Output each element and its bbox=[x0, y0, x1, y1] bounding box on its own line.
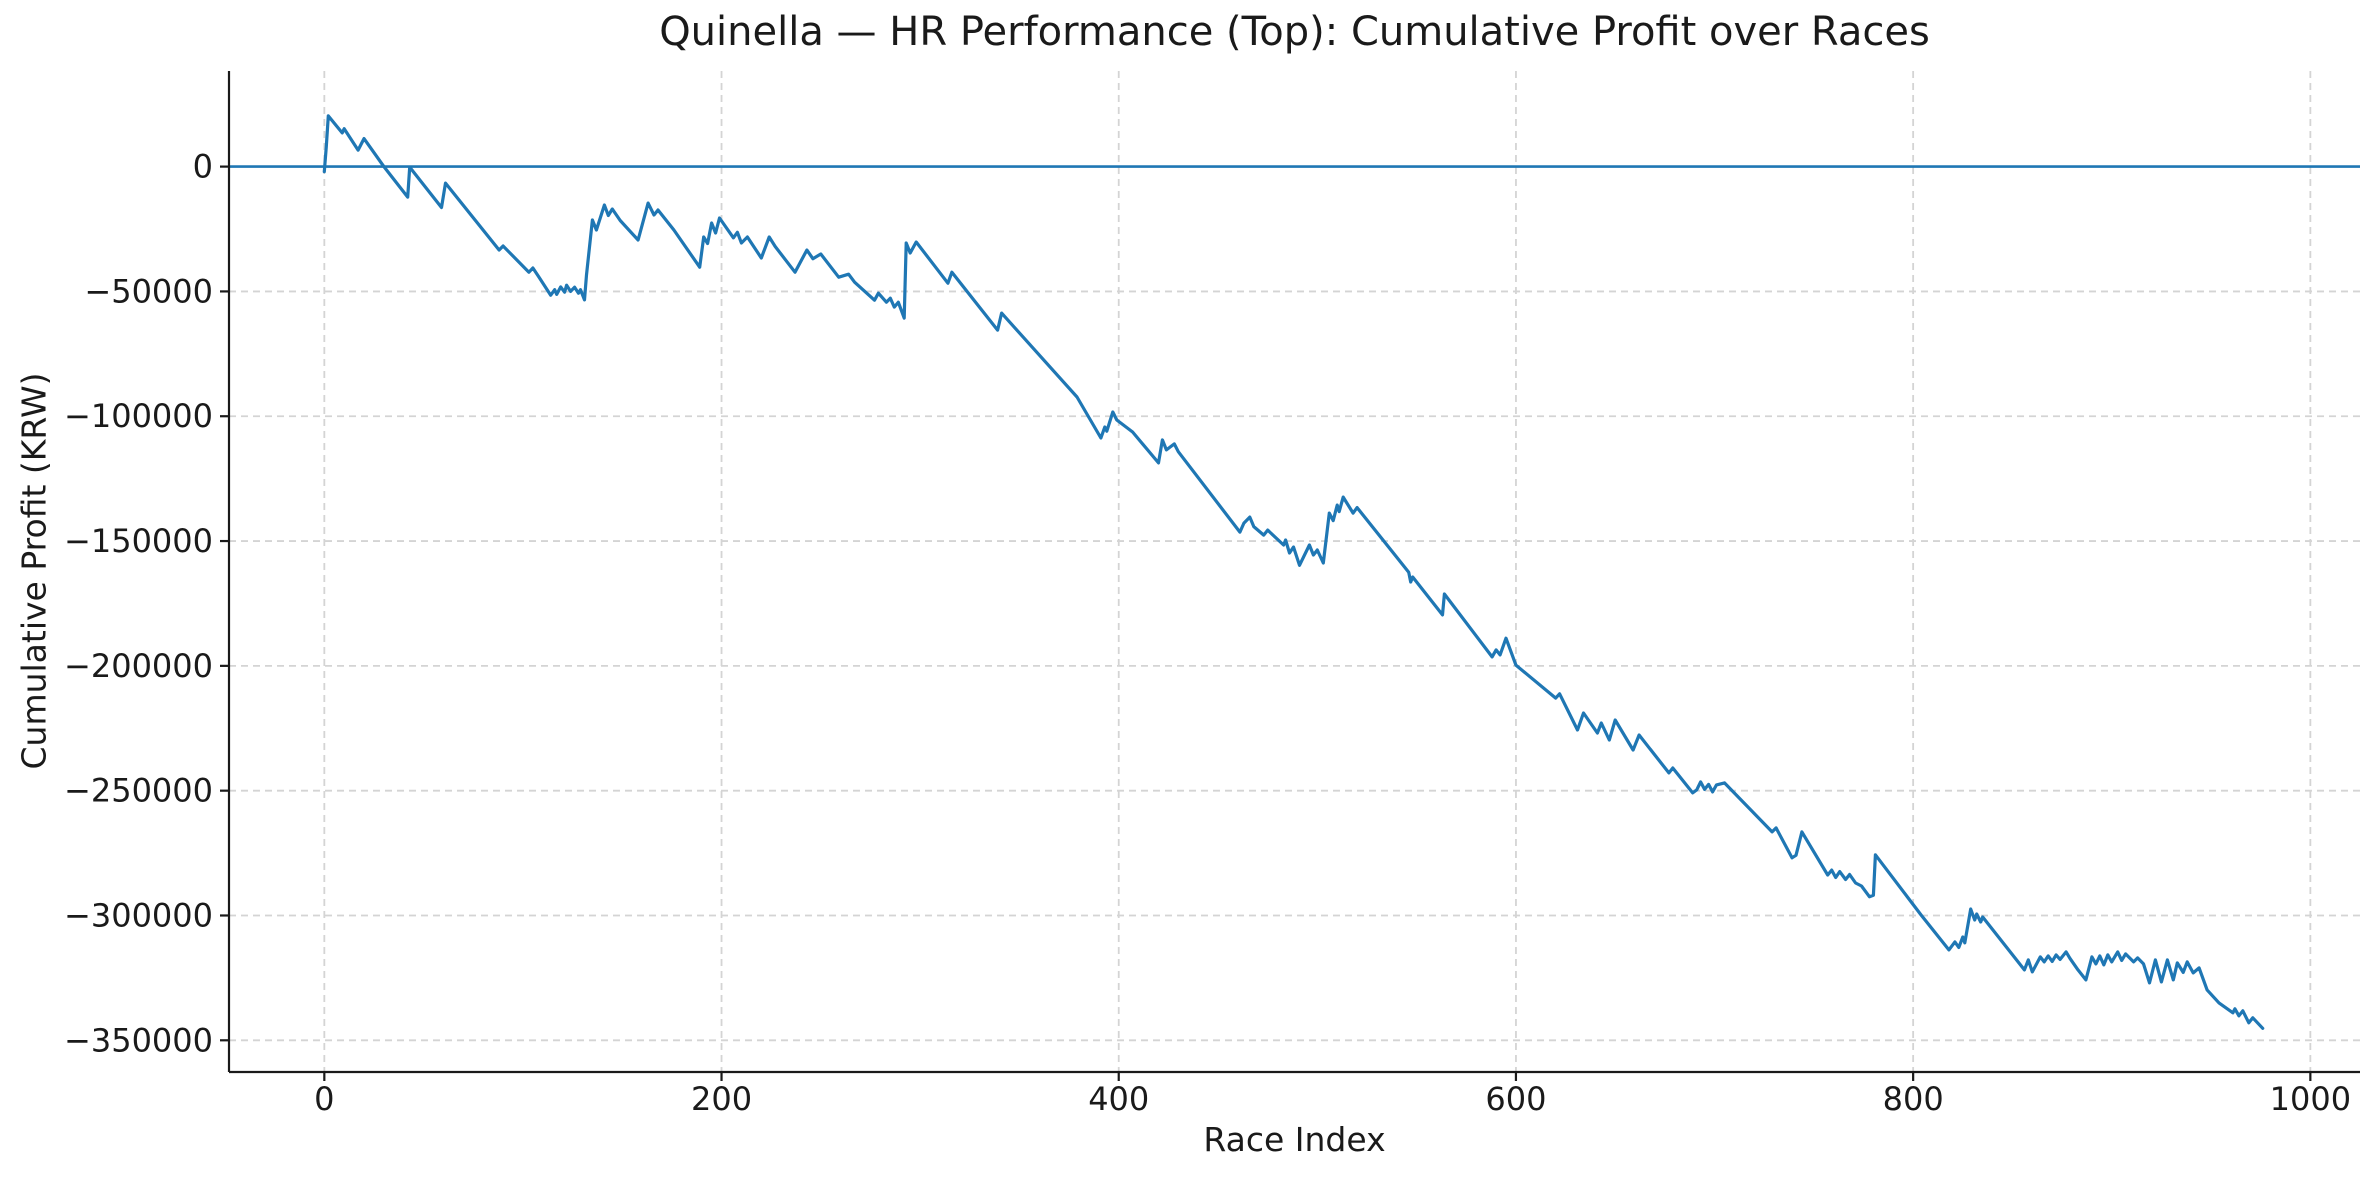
x-tick-label: 0 bbox=[314, 1080, 334, 1118]
y-tick-label: −300000 bbox=[64, 896, 213, 934]
y-tick-label: −50000 bbox=[84, 272, 213, 310]
x-tick-label: 1000 bbox=[2270, 1080, 2351, 1118]
cumulative-profit-line bbox=[322, 114, 2265, 1030]
y-tick-label: 0 bbox=[193, 148, 213, 186]
y-tick-label: −100000 bbox=[64, 397, 213, 435]
y-tick-label: −250000 bbox=[64, 772, 213, 810]
x-tick-label: 200 bbox=[691, 1080, 752, 1118]
x-tick-label: 600 bbox=[1485, 1080, 1546, 1118]
y-tick-label: −200000 bbox=[64, 647, 213, 685]
x-axis-label: Race Index bbox=[1203, 1120, 1386, 1159]
x-tick-label: 800 bbox=[1883, 1080, 1944, 1118]
y-tick-label: −350000 bbox=[64, 1021, 213, 1059]
y-tick-label: −150000 bbox=[64, 522, 213, 560]
y-axis-label: Cumulative Profit (KRW) bbox=[14, 372, 54, 770]
chart-title: Quinella — HR Performance (Top): Cumulat… bbox=[659, 9, 1930, 55]
x-tick-label: 400 bbox=[1088, 1080, 1149, 1118]
